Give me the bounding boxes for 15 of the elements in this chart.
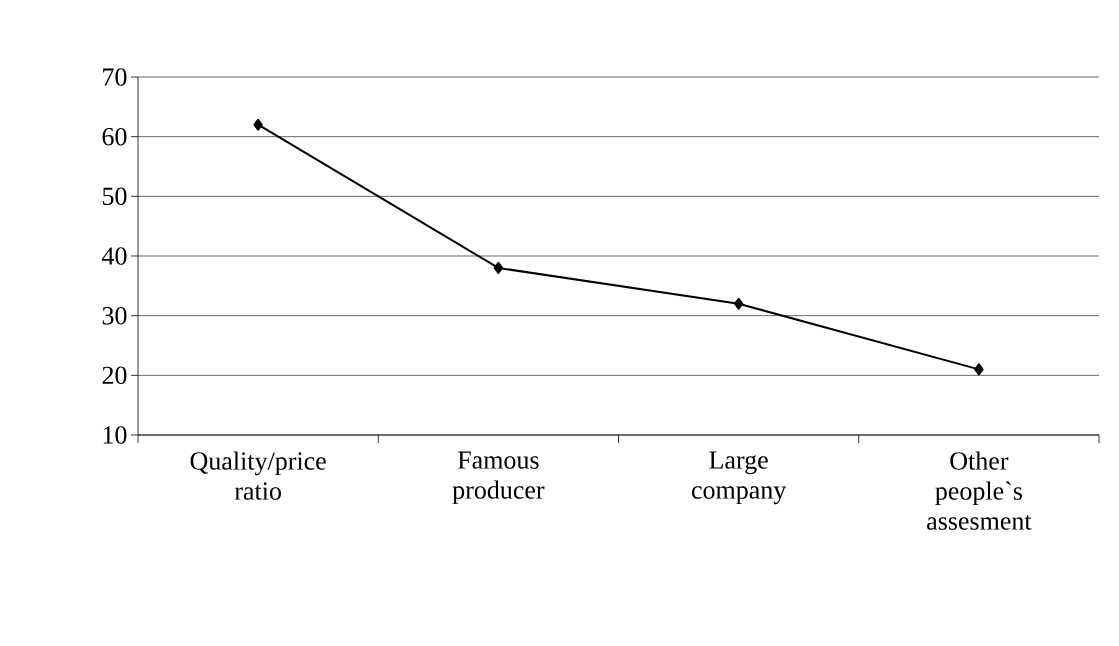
y-tick-label: 30 [102,306,127,325]
x-tick-label: Famous producer [452,451,545,505]
point [974,363,984,376]
y-tick-label: 40 [101,247,127,265]
y-tick-label: 70 [103,68,127,86]
x-tick-label: Quality/price ratio [190,451,326,500]
x-tick-label: Other people`s assesment [927,451,1032,530]
point [733,297,744,310]
y-tick-label: 60 [102,127,127,146]
y-tick-label: 20 [102,366,127,385]
y-tick-label: 50 [102,187,127,206]
point [253,118,263,131]
point [493,261,504,274]
y-tick-label: 10 [103,426,127,444]
x-tick-label: Large company [691,451,787,505]
